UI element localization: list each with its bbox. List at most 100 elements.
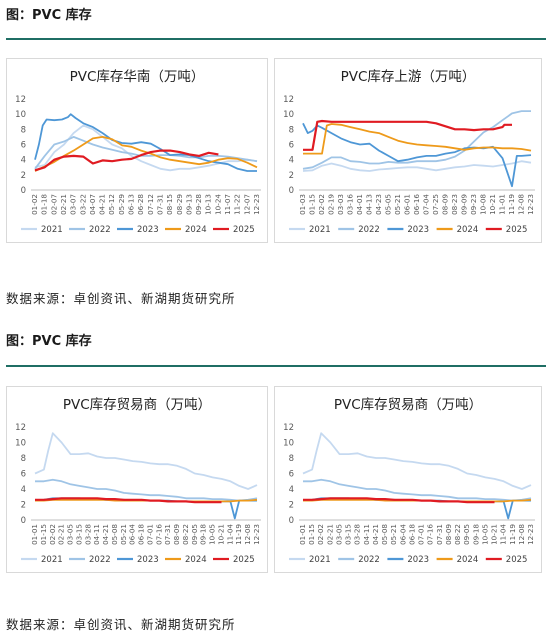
x-tick-label: 09-28: [194, 194, 203, 215]
chart-trader-2: PVC库存贸易商（万吨） 0 2 4 6 8 10 12 01-01 01-15 02-02 02-2…: [283, 397, 535, 565]
legend-label-2021: 2021: [309, 225, 331, 235]
y-tick-label: 0: [289, 186, 294, 196]
x-tick-label: 04-11: [92, 524, 101, 545]
x-tick-label: 05-21: [119, 524, 128, 545]
y-tick-label: 8: [289, 125, 294, 135]
y-tick-label: 6: [21, 470, 26, 480]
x-tick-label: 12-08: [243, 524, 252, 545]
figure-title-1: 图：PVC 库存: [6, 8, 92, 23]
x-tick-label: 11-04: [225, 524, 234, 545]
x-tick-label: 04-01: [355, 194, 364, 215]
x-tick-label: 07-16: [426, 524, 435, 545]
x-tick-label: 01-15: [308, 194, 317, 215]
x-tick-label: 01-02: [30, 194, 39, 215]
legend-label-2022: 2022: [89, 555, 111, 565]
legend-label-2022: 2022: [89, 225, 111, 235]
x-tick-label: 05-08: [380, 524, 389, 545]
x-tick-label: 02-21: [57, 524, 66, 545]
x-tick-label: 04-11: [362, 524, 371, 545]
series-line-2021: [34, 432, 258, 490]
x-tick-label: 01-03: [298, 194, 307, 215]
legend-label-2023: 2023: [137, 555, 159, 565]
x-tick-label: 05-12: [107, 194, 116, 215]
legend-label-2025: 2025: [233, 225, 255, 235]
legend-label-2024: 2024: [185, 225, 207, 235]
series-line-2022: [34, 136, 258, 170]
x-tick-label: 10-21: [488, 194, 497, 215]
series-line-2024: [34, 136, 258, 172]
x-tick-label: 09-18: [471, 524, 480, 545]
x-tick-label: 08-15: [165, 194, 174, 215]
series-line-2022: [303, 478, 532, 502]
series-line-2025: [34, 149, 219, 172]
chart-panel-south-china: PVC库存华南（万吨） 0 2 4 6 8 10 12 01-02 01-18 02-07 02-21…: [6, 58, 268, 243]
section-divider-2: [6, 365, 546, 367]
y-tick-label: 0: [21, 186, 26, 196]
x-tick-label: 11-22: [233, 194, 242, 215]
x-tick-label: 01-01: [298, 524, 307, 545]
x-tick-label: 10-24: [213, 194, 222, 215]
x-tick-label: 03-05: [334, 524, 343, 545]
x-tick-label: 03-15: [74, 524, 83, 545]
x-tick-label: 04-13: [365, 194, 374, 215]
x-tick-label: 07-31: [435, 524, 444, 545]
legend-label-2023: 2023: [137, 225, 159, 235]
series-line-2022: [35, 478, 258, 502]
chart-panel-trader-1: PVC库存贸易商（万吨） 0 2 4 6 8 10 12 01-01 01-15 02-02 02-2…: [6, 386, 268, 573]
x-tick-label: 04-21: [371, 524, 380, 545]
x-tick-label: 02-21: [325, 524, 334, 545]
x-tick-label: 07-04: [422, 194, 431, 215]
x-tick-label: 02-21: [59, 194, 68, 215]
x-tick-label: 01-15: [39, 524, 48, 545]
series-line-2021: [302, 160, 532, 172]
legend-label-2021: 2021: [41, 555, 63, 565]
y-tick-label: 6: [289, 141, 294, 151]
y-tick-label: 6: [21, 141, 26, 151]
x-tick-label: 02-02: [48, 524, 57, 545]
x-tick-label: 11-01: [498, 194, 507, 215]
chart-upstream: PVC库存上游（万吨） 0 2 4 6 8 10 12 01-03 01-15 02-02 02-19…: [283, 69, 535, 235]
x-tick-label: 11-19: [507, 194, 516, 215]
x-tick-label: 06-04: [398, 524, 407, 545]
x-tick-label: 12-07: [242, 194, 251, 215]
legend-label-2023: 2023: [407, 555, 429, 565]
x-tick-label: 07-31: [163, 524, 172, 545]
y-tick-label: 2: [289, 171, 294, 181]
x-tick-label: 03-28: [353, 524, 362, 545]
x-tick-label: 10-05: [208, 524, 217, 545]
x-tick-label: 10-05: [480, 524, 489, 545]
x-tick-label: 12-23: [252, 194, 261, 215]
data-source-2: 数据来源：卓创资讯、新湖期货研究所: [6, 617, 236, 632]
series-line-2021: [302, 432, 532, 490]
x-tick-label: 08-23: [450, 194, 459, 215]
x-tick-label: 03-16: [346, 194, 355, 215]
legend-label-2025: 2025: [233, 555, 255, 565]
y-tick-label: 8: [21, 125, 26, 135]
x-tick-label: 05-05: [384, 194, 393, 215]
data-source-1: 数据来源：卓创资讯、新湖期货研究所: [6, 291, 236, 306]
x-tick-label: 03-15: [344, 524, 353, 545]
x-tick-label: 07-25: [431, 194, 440, 215]
x-tick-label: 04-23: [374, 194, 383, 215]
x-tick-label: 03-07: [69, 194, 78, 215]
chart-trader-1: PVC库存贸易商（万吨） 0 2 4 6 8 10 12 01-01 01-15 02-02 02-2…: [15, 397, 261, 565]
x-tick-label: 05-29: [117, 194, 126, 215]
x-tick-label: 09-13: [184, 194, 193, 215]
x-tick-label: 08-22: [453, 524, 462, 545]
y-tick-label: 10: [15, 439, 26, 449]
chart-title: PVC库存华南（万吨）: [70, 69, 205, 85]
x-tick-label: 10-13: [204, 194, 213, 215]
x-tick-label: 10-08: [479, 194, 488, 215]
y-tick-label: 2: [289, 501, 294, 511]
x-tick-label: 06-16: [412, 194, 421, 215]
series-line-2025: [303, 497, 495, 504]
x-tick-label: 08-09: [441, 194, 450, 215]
x-tick-label: 07-16: [154, 524, 163, 545]
x-tick-label: 04-07: [88, 194, 97, 215]
y-tick-label: 2: [21, 171, 26, 181]
y-tick-label: 4: [21, 156, 26, 166]
y-tick-label: 12: [15, 95, 26, 105]
x-tick-label: 02-02: [316, 524, 325, 545]
y-tick-label: 0: [289, 516, 294, 526]
x-tick-label: 03-28: [83, 524, 92, 545]
